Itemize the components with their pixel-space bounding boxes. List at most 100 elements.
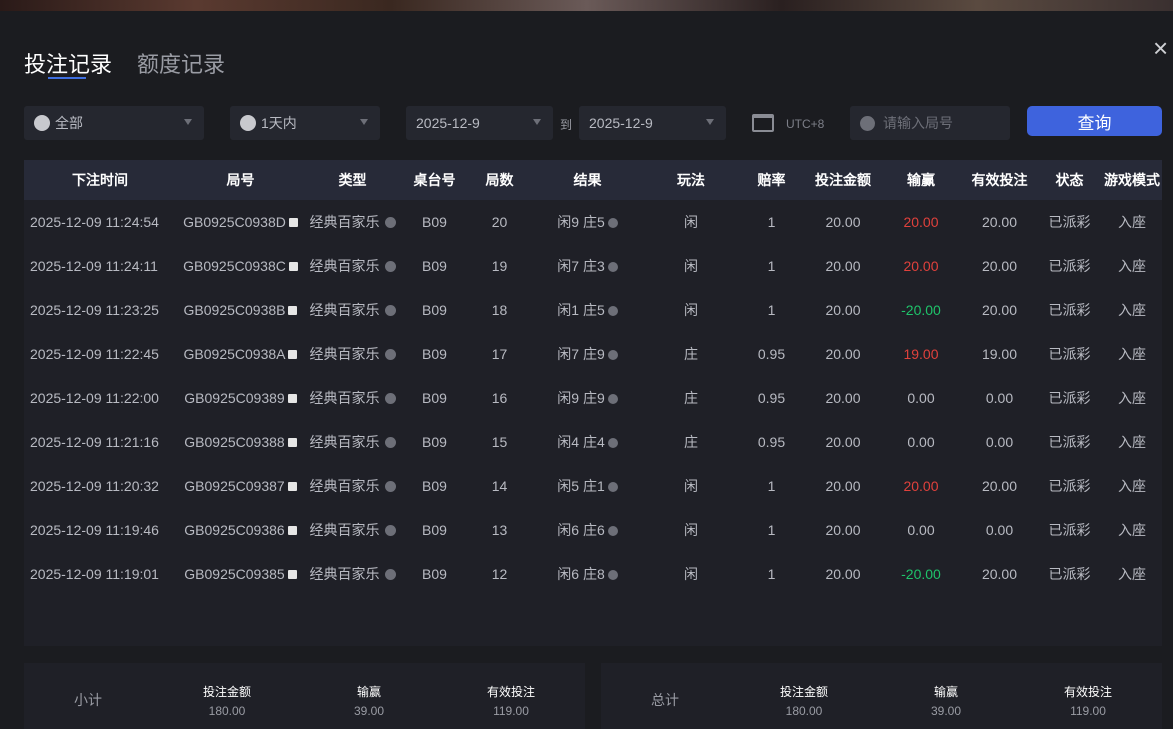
column-header: 下注时间	[24, 160, 176, 200]
copy-icon[interactable]	[288, 262, 298, 271]
info-icon[interactable]	[607, 570, 618, 580]
round-number-text: 19	[491, 258, 508, 274]
cell-odds: 1	[737, 464, 806, 508]
info-icon[interactable]	[607, 394, 618, 404]
table-row[interactable]: 2025-12-09 11:21:16 GB0925C09388 经典百家乐 B09 1…	[24, 420, 1162, 464]
game-mode-text: 入座	[1118, 258, 1146, 274]
table-id-text: B09	[422, 478, 447, 494]
win-loss-text: 20.00	[903, 478, 939, 494]
game-detail-icon[interactable]	[384, 437, 396, 448]
cell-game-type: 经典百家乐	[305, 288, 400, 332]
cell-result: 闲7 庄3	[530, 244, 645, 288]
calendar-icon[interactable]	[752, 114, 774, 132]
bet-type-text: 庄	[684, 390, 698, 406]
cell-status: 已派彩	[1037, 288, 1102, 332]
info-icon[interactable]	[607, 526, 618, 536]
cell-bet-time: 2025-12-09 11:19:46	[24, 508, 176, 552]
table-row[interactable]: 2025-12-09 11:22:00 GB0925C09389 经典百家乐 B09 1…	[24, 376, 1162, 420]
game-detail-icon[interactable]	[384, 525, 396, 536]
bet-type-text: 闲	[684, 214, 698, 230]
bet-amount-text: 20.00	[825, 390, 861, 406]
table-row[interactable]: 2025-12-09 11:24:11 GB0925C0938C 经典百家乐 B09 1…	[24, 244, 1162, 288]
table-row[interactable]: 2025-12-09 11:19:46 GB0925C09386 经典百家乐 B09 1…	[24, 508, 1162, 552]
game-detail-icon[interactable]	[384, 261, 396, 272]
result-text: 闲4 庄4	[557, 434, 605, 450]
info-icon[interactable]	[607, 350, 618, 360]
round-id-text: GB0925C0938B	[183, 302, 286, 318]
date-to-select[interactable]: 2025-12-9	[579, 106, 726, 140]
game-mode-text: 入座	[1118, 522, 1146, 538]
odds-text: 1	[767, 566, 776, 582]
bet-amount-text: 20.00	[825, 346, 861, 362]
game-mode-text: 入座	[1118, 478, 1146, 494]
cell-odds: 1	[737, 552, 806, 596]
tab-credit-records[interactable]: 额度记录	[137, 52, 226, 77]
round-icon	[860, 115, 875, 131]
round-number-text: 13	[491, 522, 508, 538]
round-search[interactable]	[850, 106, 1010, 140]
close-icon[interactable]: ×	[1153, 33, 1169, 63]
copy-icon[interactable]	[287, 570, 297, 579]
copy-icon[interactable]	[288, 218, 298, 227]
total-win-label: 输赢	[933, 685, 958, 699]
table-row[interactable]: 2025-12-09 11:23:25 GB0925C0938B 经典百家乐 B09 1…	[24, 288, 1162, 332]
cell-odds: 1	[737, 288, 806, 332]
game-select[interactable]: 全部	[24, 106, 204, 140]
cell-bet-type: 闲	[645, 508, 737, 552]
table-row[interactable]: 2025-12-09 11:24:54 GB0925C0938D 经典百家乐 B09 2…	[24, 200, 1162, 244]
status-text: 已派彩	[1048, 522, 1091, 538]
copy-icon[interactable]	[287, 482, 297, 491]
game-detail-icon[interactable]	[384, 305, 396, 316]
info-icon[interactable]	[607, 482, 618, 492]
round-input[interactable]	[883, 115, 1003, 131]
info-icon[interactable]	[607, 262, 618, 272]
round-id-text: GB0925C09389	[184, 390, 285, 406]
copy-icon[interactable]	[287, 394, 297, 403]
info-icon[interactable]	[607, 438, 618, 448]
subtotal-bet-value: 180.00	[208, 704, 246, 718]
cell-valid-bet: 20.00	[962, 200, 1037, 244]
table-row[interactable]: 2025-12-09 11:19:01 GB0925C09385 经典百家乐 B09 1…	[24, 552, 1162, 596]
cell-bet-time: 2025-12-09 11:24:54	[24, 200, 176, 244]
cell-table-id: B09	[400, 508, 469, 552]
cell-bet-type: 庄	[645, 376, 737, 420]
tab-bet-records[interactable]: 投注记录	[24, 52, 113, 77]
game-detail-icon[interactable]	[384, 393, 396, 404]
game-detail-icon[interactable]	[384, 481, 396, 492]
copy-icon[interactable]	[287, 438, 297, 447]
range-select[interactable]: 1天内	[230, 106, 380, 140]
column-header: 游戏模式	[1102, 160, 1162, 200]
copy-icon[interactable]	[287, 526, 297, 535]
copy-icon[interactable]	[288, 350, 298, 359]
info-icon[interactable]	[607, 218, 618, 228]
cell-odds: 0.95	[737, 332, 806, 376]
game-detail-icon[interactable]	[384, 349, 396, 360]
query-button[interactable]: 查询	[1027, 106, 1162, 136]
game-detail-icon[interactable]	[384, 569, 396, 580]
result-text: 闲7 庄3	[557, 258, 605, 274]
bet-amount-text: 20.00	[825, 522, 861, 538]
table-header: 下注时间 局号 类型 桌台号 局数 结果 玩法 赔率 投注金额 输赢 有效投注 状态 游戏模式	[24, 160, 1162, 200]
date-from-select[interactable]: 2025-12-9	[406, 106, 553, 140]
cell-game-mode: 入座	[1102, 332, 1162, 376]
cell-bet-time: 2025-12-09 11:22:45	[24, 332, 176, 376]
subtotal-panel: 小计 投注金额 180.00 输赢 39.00 有效投注 119.00	[24, 663, 585, 729]
cell-game-type: 经典百家乐	[305, 244, 400, 288]
cell-status: 已派彩	[1037, 464, 1102, 508]
cell-bet-amount: 20.00	[806, 552, 880, 596]
result-text: 闲9 庄9	[557, 390, 605, 406]
copy-icon[interactable]	[288, 306, 298, 315]
info-icon[interactable]	[607, 306, 618, 316]
cell-table-id: B09	[400, 244, 469, 288]
cell-table-id: B09	[400, 420, 469, 464]
cell-round-id: GB0925C09385	[176, 552, 305, 596]
cell-bet-amount: 20.00	[806, 420, 880, 464]
cell-result: 闲4 庄4	[530, 420, 645, 464]
column-header: 状态	[1037, 160, 1102, 200]
game-detail-icon[interactable]	[384, 217, 396, 228]
cell-win-loss: -20.00	[880, 288, 962, 332]
table-row[interactable]: 2025-12-09 11:20:32 GB0925C09387 经典百家乐 B09 1…	[24, 464, 1162, 508]
cell-valid-bet: 20.00	[962, 552, 1037, 596]
table-id-text: B09	[422, 258, 447, 274]
table-row[interactable]: 2025-12-09 11:22:45 GB0925C0938A 经典百家乐 B09 1…	[24, 332, 1162, 376]
